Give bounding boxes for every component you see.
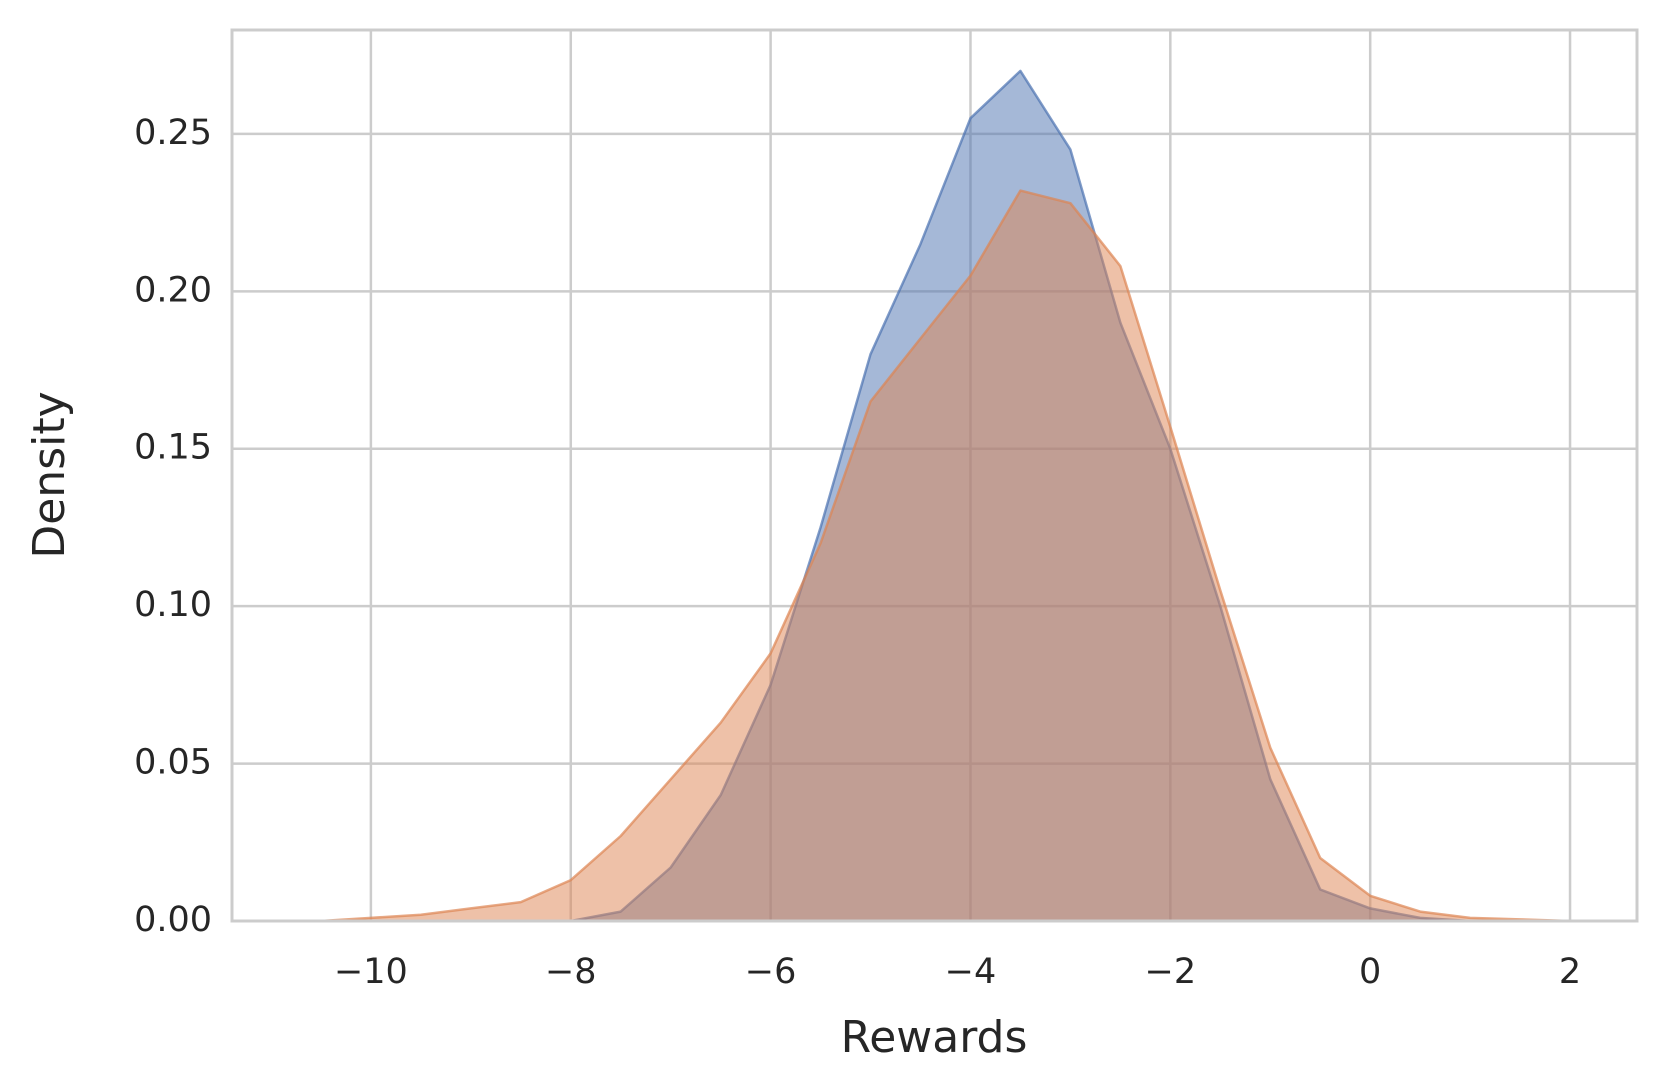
y-axis-label: Density <box>24 391 75 558</box>
y-tick-label: 0.15 <box>134 428 212 468</box>
x-tick-label: −6 <box>745 952 797 992</box>
density-area <box>319 189 1572 923</box>
x-axis-label: Rewards <box>841 1012 1028 1063</box>
y-tick-label: 0.05 <box>134 743 212 783</box>
y-tick-label: 0.25 <box>134 113 212 153</box>
x-tick-label: −4 <box>945 952 997 992</box>
x-tick-label: 2 <box>1559 952 1581 992</box>
x-tick-label: −2 <box>1145 952 1197 992</box>
y-tick-label: 0.00 <box>134 900 212 940</box>
x-tick-label: −10 <box>334 952 408 992</box>
y-tick-label: 0.20 <box>134 270 212 310</box>
x-tick-label: −8 <box>545 952 597 992</box>
x-tick-label: 0 <box>1359 952 1381 992</box>
plot-frame <box>230 28 1639 923</box>
y-tick-label: 0.10 <box>134 585 212 625</box>
